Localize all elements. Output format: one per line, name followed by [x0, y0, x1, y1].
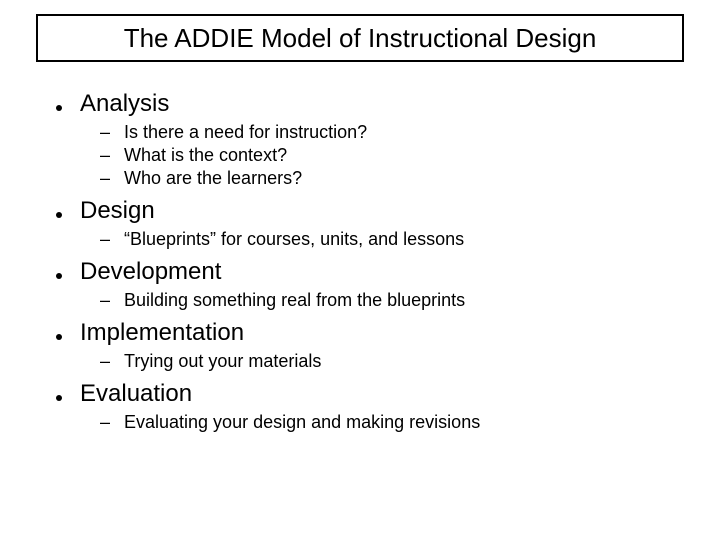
dash-icon: –: [100, 168, 112, 189]
subitems: – Evaluating your design and making revi…: [100, 412, 676, 433]
dash-icon: –: [100, 229, 112, 250]
bullet-icon: [56, 273, 62, 279]
dash-icon: –: [100, 412, 112, 433]
sub-row: – Trying out your materials: [100, 351, 676, 372]
sub-row: – Evaluating your design and making revi…: [100, 412, 676, 433]
subitems: – Building something real from the bluep…: [100, 290, 676, 311]
slide-title: The ADDIE Model of Instructional Design: [124, 23, 597, 54]
bullet-row: Evaluation: [56, 380, 676, 408]
sub-text: Trying out your materials: [124, 351, 321, 372]
section-analysis: Analysis – Is there a need for instructi…: [56, 90, 676, 189]
sub-text: Is there a need for instruction?: [124, 122, 367, 143]
sub-text: “Blueprints” for courses, units, and les…: [124, 229, 464, 250]
sub-row: – What is the context?: [100, 145, 676, 166]
sub-text: Evaluating your design and making revisi…: [124, 412, 480, 433]
bullet-icon: [56, 395, 62, 401]
section-evaluation: Evaluation – Evaluating your design and …: [56, 380, 676, 433]
dash-icon: –: [100, 290, 112, 311]
bullet-label: Design: [80, 197, 155, 225]
sub-row: – Who are the learners?: [100, 168, 676, 189]
sub-row: – “Blueprints” for courses, units, and l…: [100, 229, 676, 250]
sub-row: – Is there a need for instruction?: [100, 122, 676, 143]
bullet-label: Analysis: [80, 90, 169, 118]
dash-icon: –: [100, 122, 112, 143]
bullet-label: Evaluation: [80, 380, 192, 408]
sub-text: What is the context?: [124, 145, 287, 166]
dash-icon: –: [100, 145, 112, 166]
sub-row: – Building something real from the bluep…: [100, 290, 676, 311]
bullet-icon: [56, 105, 62, 111]
bullet-row: Development: [56, 258, 676, 286]
bullet-row: Implementation: [56, 319, 676, 347]
content-area: Analysis – Is there a need for instructi…: [56, 90, 676, 441]
dash-icon: –: [100, 351, 112, 372]
bullet-icon: [56, 212, 62, 218]
section-design: Design – “Blueprints” for courses, units…: [56, 197, 676, 250]
title-box: The ADDIE Model of Instructional Design: [36, 14, 684, 62]
subitems: – “Blueprints” for courses, units, and l…: [100, 229, 676, 250]
subitems: – Trying out your materials: [100, 351, 676, 372]
section-implementation: Implementation – Trying out your materia…: [56, 319, 676, 372]
bullet-icon: [56, 334, 62, 340]
sub-text: Building something real from the bluepri…: [124, 290, 465, 311]
sub-text: Who are the learners?: [124, 168, 302, 189]
subitems: – Is there a need for instruction? – Wha…: [100, 122, 676, 189]
section-development: Development – Building something real fr…: [56, 258, 676, 311]
bullet-label: Development: [80, 258, 221, 286]
bullet-row: Analysis: [56, 90, 676, 118]
bullet-row: Design: [56, 197, 676, 225]
bullet-label: Implementation: [80, 319, 244, 347]
